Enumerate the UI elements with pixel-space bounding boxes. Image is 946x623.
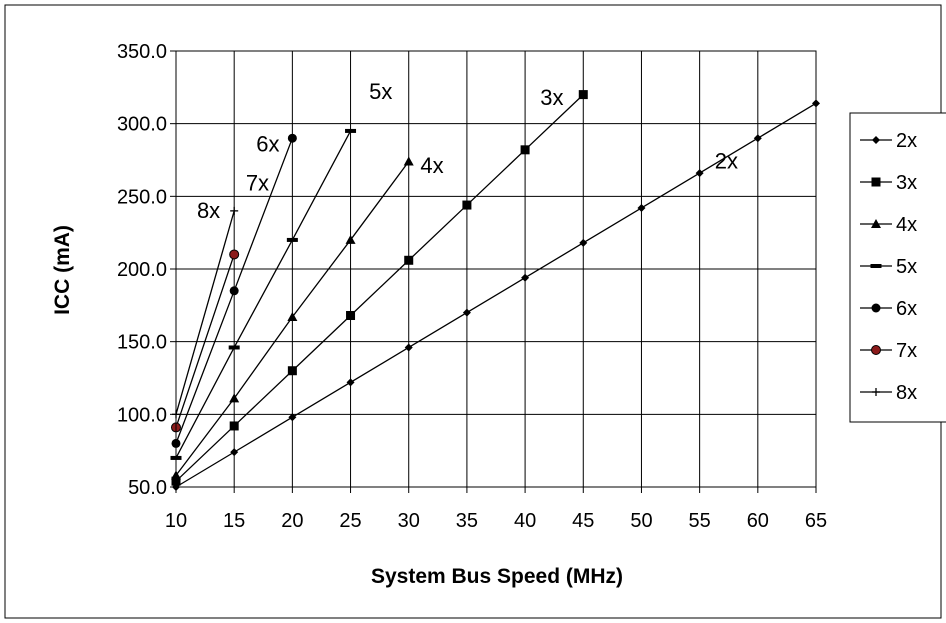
series-3x-data-point — [578, 90, 588, 100]
x-tick-label: 10 — [165, 510, 187, 532]
legend-label: 4x — [896, 214, 917, 236]
series-layer — [170, 90, 820, 491]
series-annotation-label: 8x — [197, 198, 220, 223]
legend-item-4x: 4x — [860, 214, 917, 236]
y-tick-label: 100.0 — [117, 404, 167, 426]
chart-border — [4, 4, 942, 619]
x-tick-label: 50 — [630, 510, 652, 532]
y-tick-label: 50.0 — [128, 477, 167, 499]
series-4x-data-point — [403, 156, 414, 166]
x-tick-label: 60 — [747, 510, 769, 532]
series-2x-data-point — [753, 134, 762, 143]
x-tick-label: 45 — [572, 510, 594, 532]
series-2x-data-point — [404, 343, 413, 352]
legend-6x-data-point — [871, 303, 881, 313]
legend-label: 2x — [896, 130, 917, 152]
legend-4x-data-point — [871, 219, 881, 228]
series-7x-line — [175, 254, 235, 428]
series-annotation-label: 3x — [540, 85, 563, 110]
legend-item-6x: 6x — [860, 298, 917, 320]
series-5x-data-point — [228, 345, 240, 350]
series-2x-data-point — [695, 169, 704, 178]
series-7x — [171, 249, 240, 433]
legend-label: 6x — [896, 298, 917, 320]
series-3x-data-point — [462, 200, 472, 210]
legend-label: 3x — [896, 172, 917, 194]
legend-3x-data-point — [871, 177, 881, 187]
series-3x-data-point — [404, 255, 414, 265]
series-8x-line — [175, 210, 235, 415]
y-tick-label: 300.0 — [117, 114, 167, 136]
series-4x-data-point — [287, 311, 298, 321]
series-annotation-label: 7x — [246, 171, 269, 196]
legend-item-2x: 2x — [860, 130, 917, 152]
x-tick-label: 20 — [281, 510, 303, 532]
series-2x-data-point — [521, 273, 530, 282]
series-3x-data-point — [520, 145, 530, 155]
y-tick-label: 200.0 — [117, 259, 167, 281]
x-tick-label: 35 — [456, 510, 478, 532]
series-annotation-label: 6x — [256, 131, 279, 156]
series-2x-line — [175, 102, 817, 488]
y-tick-label: 250.0 — [117, 186, 167, 208]
y-tick-label: 350.0 — [117, 41, 167, 63]
series-3x-line — [175, 94, 584, 482]
plot-area-frame — [175, 50, 817, 488]
series-4x-data-point — [345, 234, 356, 244]
x-tick-label: 65 — [805, 510, 827, 532]
legend-item-5x: 5x — [860, 256, 917, 278]
series-annotation-label: 5x — [369, 79, 392, 104]
series-3x-data-point — [287, 366, 297, 376]
series-2x-data-point — [637, 203, 646, 212]
series-6x-data-point — [287, 133, 297, 143]
series-2x-data-point — [462, 308, 471, 317]
series-5x-data-point — [286, 237, 298, 242]
x-tick-label: 55 — [689, 510, 711, 532]
series-4x-data-point — [229, 393, 240, 403]
series-6x-data-point — [229, 286, 239, 296]
series-3x-data-point — [229, 421, 239, 431]
axis-layer: 10 15 20 25 30 35 40 45 50 55 60 65 50.0 100.0 150.0 20… — [117, 41, 827, 532]
legend-item-7x: 7x — [860, 340, 917, 362]
series-3x-data-point — [346, 311, 356, 321]
series-annotation-label: 2x — [715, 149, 738, 174]
legend-label: 7x — [896, 340, 917, 362]
legend-8x-data-point — [872, 388, 880, 396]
x-tick-label: 15 — [223, 510, 245, 532]
x-axis-title: System Bus Speed (MHz) — [371, 565, 623, 588]
legend-label: 8x — [896, 382, 917, 404]
series-2x-data-point — [346, 378, 355, 387]
legend-7x-data-point — [871, 345, 881, 355]
x-tick-label: 30 — [398, 510, 420, 532]
series-2x-data-point — [288, 413, 297, 422]
series-2x-data-point — [230, 448, 239, 457]
y-axis-title: ICC (mA) — [51, 225, 74, 315]
series-8x-data-point — [230, 206, 239, 215]
y-tick-label: 150.0 — [117, 332, 167, 354]
series-7x-data-point — [229, 249, 240, 260]
legend-5x-data-point — [870, 264, 882, 268]
legend: 2x 3x 4x 5x 6x 7x 8x — [849, 112, 946, 423]
legend-item-3x: 3x — [860, 172, 917, 194]
series-annotation-label: 4x — [420, 153, 443, 178]
x-tick-label: 40 — [514, 510, 536, 532]
legend-2x-data-point — [872, 136, 880, 144]
series-5x-line — [175, 130, 352, 459]
legend-box — [849, 112, 946, 423]
series-5x-data-point — [345, 128, 357, 133]
legend-item-8x: 8x — [860, 382, 917, 404]
series-2x-data-point — [579, 238, 588, 247]
annotation-layer: 2x 3x 4x 5x 6x 7x 8x — [197, 79, 738, 223]
legend-label: 5x — [896, 256, 917, 278]
x-tick-label: 25 — [339, 510, 361, 532]
